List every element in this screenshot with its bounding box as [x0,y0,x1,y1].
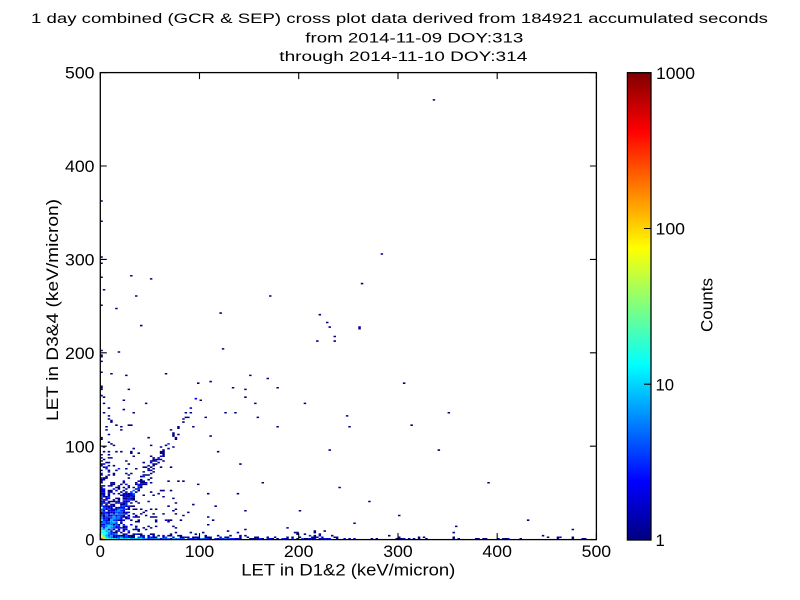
svg-text:Counts: Counts [698,278,717,332]
svg-text:from 2014-11-09 DOY:313: from 2014-11-09 DOY:313 [305,31,523,47]
svg-text:0: 0 [85,531,94,550]
svg-text:200: 200 [284,542,314,561]
svg-text:400: 400 [482,542,512,561]
svg-text:through 2014-11-10 DOY:314: through 2014-11-10 DOY:314 [279,49,527,65]
svg-text:200: 200 [65,344,95,363]
svg-text:10: 10 [656,375,675,394]
svg-text:500: 500 [582,542,612,561]
svg-text:1 day combined (GCR & SEP) cro: 1 day combined (GCR & SEP) cross plot da… [31,11,768,27]
svg-text:100: 100 [656,220,686,239]
svg-text:400: 400 [65,157,95,176]
svg-text:500: 500 [65,64,95,83]
svg-text:300: 300 [65,251,95,270]
svg-text:LET in D3&4 (keV/micron): LET in D3&4 (keV/micron) [43,199,62,421]
svg-text:100: 100 [65,437,95,456]
svg-text:0: 0 [96,542,105,561]
svg-text:LET in D1&2 (keV/micron): LET in D1&2 (keV/micron) [241,560,455,579]
svg-text:100: 100 [185,542,215,561]
svg-text:300: 300 [383,542,413,561]
svg-text:1000: 1000 [656,64,695,83]
svg-text:1: 1 [656,531,665,550]
